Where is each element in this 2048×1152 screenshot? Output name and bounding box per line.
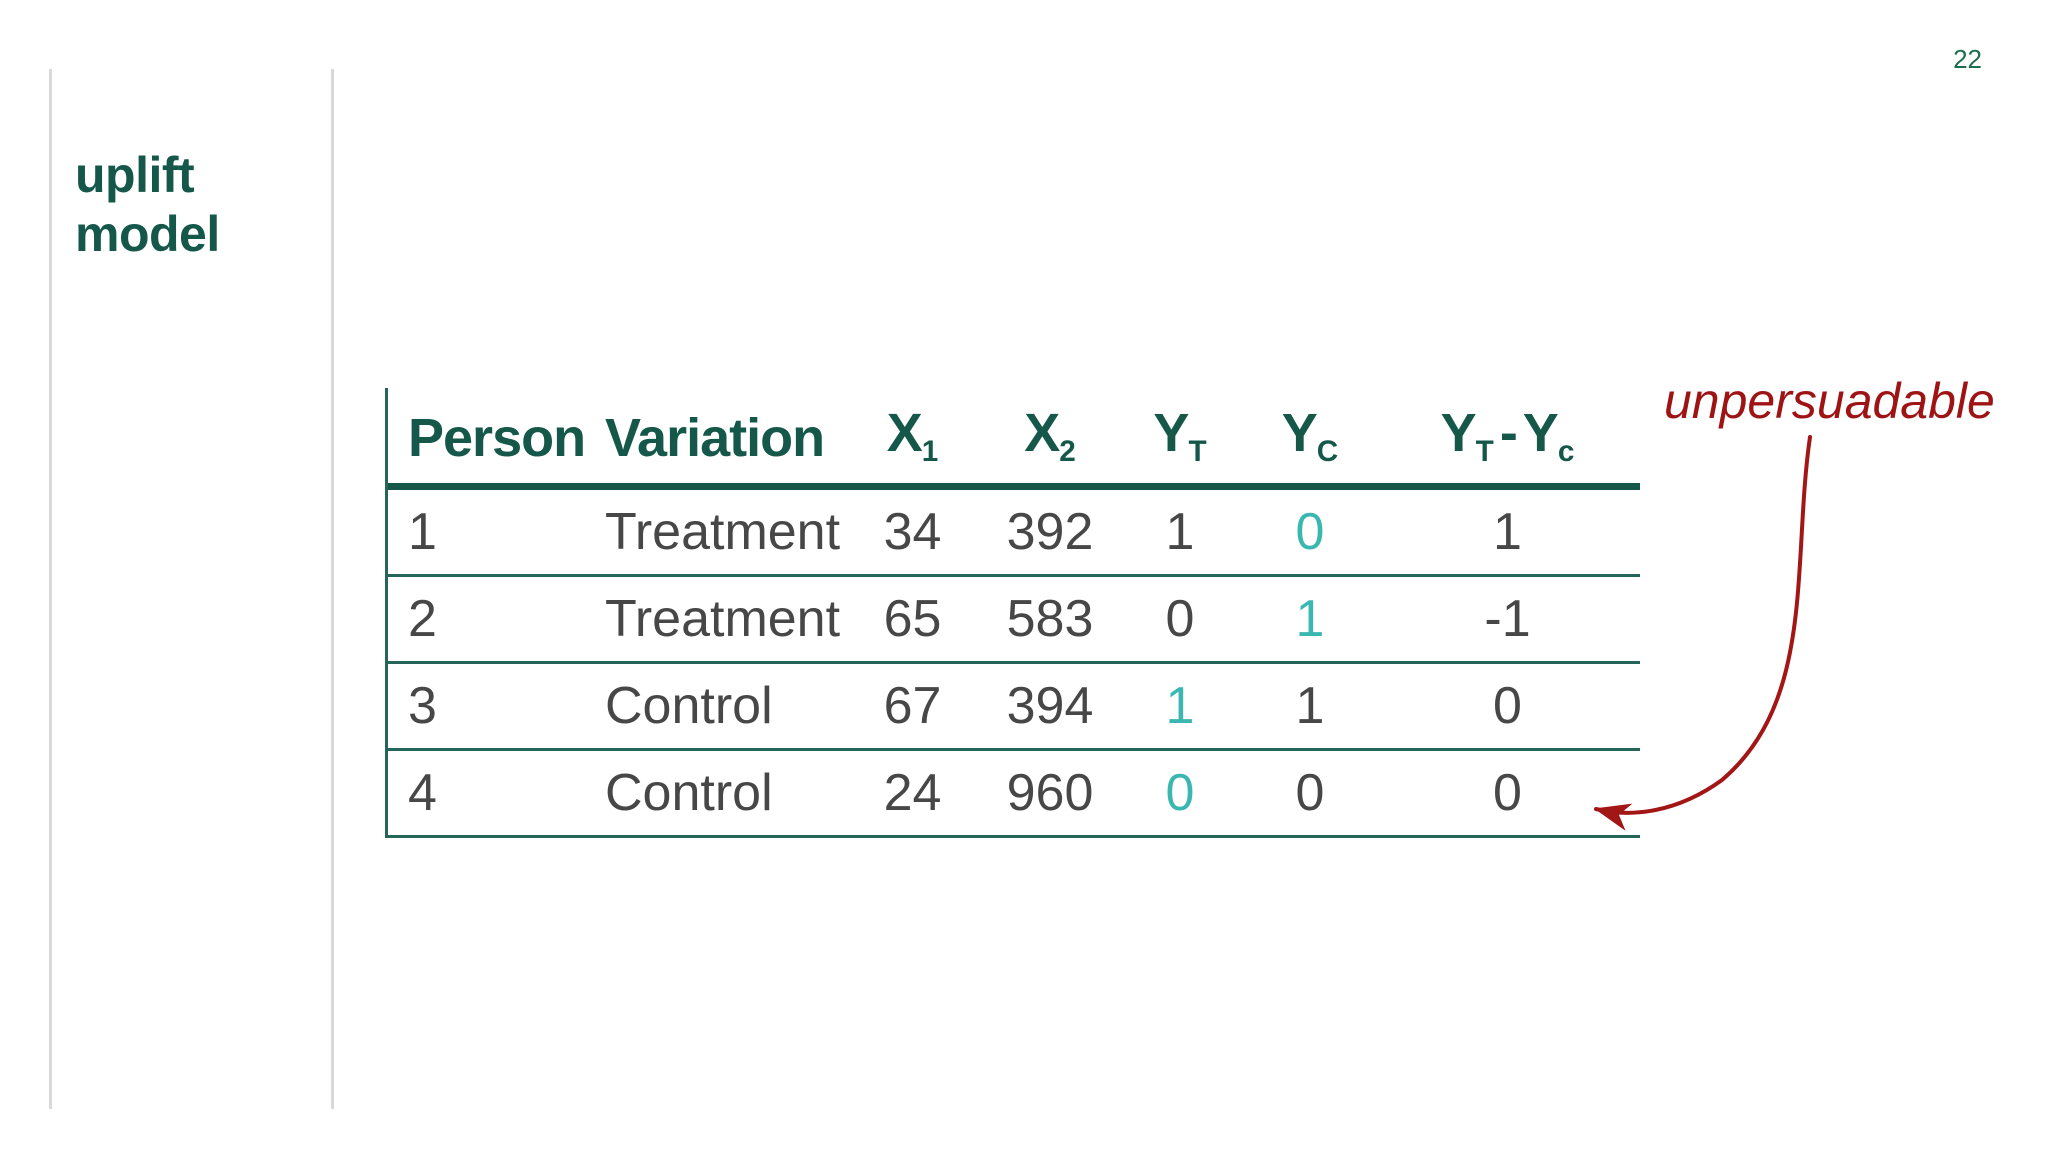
table-cell: 3 — [408, 677, 437, 735]
table-cell: 960 — [1006, 764, 1094, 822]
column-header: YT - Yc — [1375, 402, 1640, 483]
column-header: Person — [388, 407, 586, 483]
table-cell: Treatment — [605, 590, 841, 648]
column-header: X1 — [840, 402, 985, 483]
table-cell: 0 — [1493, 677, 1522, 735]
table-cell: 0 — [1295, 503, 1325, 561]
left-margin-line — [49, 69, 52, 1109]
header-text: Y — [1153, 403, 1189, 464]
table-cell: Treatment — [605, 503, 841, 561]
table-cell: 0 — [1295, 764, 1325, 822]
title-line-2: model — [75, 206, 220, 262]
table-cell: 1 — [1493, 503, 1522, 561]
annotation-label: unpersuadable — [1664, 373, 1995, 429]
table-cell: 583 — [1006, 590, 1094, 648]
header-text: Variation — [605, 408, 825, 468]
table-cell: 67 — [883, 677, 942, 735]
table-row: 3 Control 67 394 1 1 0 — [388, 664, 1640, 751]
table-cell: 1 — [1165, 503, 1195, 561]
header-text: Y — [1281, 403, 1318, 464]
header-subscript: T — [1188, 435, 1207, 468]
table-cell: 2 — [408, 590, 437, 648]
header-subscript: T — [1475, 435, 1494, 468]
table-cell: Control — [605, 764, 773, 822]
title-divider-line — [331, 69, 334, 1109]
table-row: 1 Treatment 34 392 1 0 1 — [388, 490, 1640, 577]
page-number: 22 — [1953, 44, 1982, 74]
table-cell: 0 — [1493, 764, 1522, 822]
header-text: X — [886, 403, 923, 464]
table-cell: 1 — [408, 503, 437, 561]
slide-title: uplift model — [75, 146, 220, 264]
header-subscript: 1 — [921, 435, 939, 468]
table-cell: 34 — [883, 503, 942, 561]
table-cell: -1 — [1484, 590, 1531, 648]
table-cell: 0 — [1165, 764, 1195, 822]
table-cell: 24 — [883, 764, 942, 822]
header-subscript: 2 — [1059, 435, 1076, 468]
table-row: 4 Control 24 960 0 0 0 — [388, 751, 1640, 838]
column-header: X2 — [985, 402, 1115, 483]
column-header: YT — [1115, 402, 1245, 483]
header-text: Person — [408, 408, 586, 468]
column-header: Variation — [585, 407, 840, 483]
table-header-row: Person Variation X1 X2 YT YC YT - Yc — [388, 388, 1640, 490]
table-cell: 1 — [1165, 677, 1195, 735]
table-row: 2 Treatment 65 583 0 1 -1 — [388, 577, 1640, 664]
table-body: 1 Treatment 34 392 1 0 1 2 Treatment 65 583 0 1 -1 3 Co… — [388, 490, 1640, 838]
column-header: YC — [1245, 402, 1375, 483]
table-cell: 1 — [1295, 590, 1325, 648]
header-subscript: C — [1316, 435, 1339, 468]
table-cell: 394 — [1006, 677, 1094, 735]
table-cell: 65 — [883, 590, 942, 648]
header-subscript: c — [1557, 435, 1575, 468]
header-text: - — [1499, 403, 1518, 464]
header-text: X — [1024, 403, 1060, 464]
header-text: Y — [1522, 403, 1559, 464]
title-line-1: uplift — [75, 147, 195, 203]
table-cell: Control — [605, 677, 773, 735]
table-cell: 1 — [1295, 677, 1325, 735]
table-cell: 392 — [1006, 503, 1094, 561]
table-cell: 4 — [408, 764, 437, 822]
header-text: Y — [1440, 403, 1477, 464]
table-cell: 0 — [1165, 590, 1195, 648]
uplift-table: Person Variation X1 X2 YT YC YT - Yc 1 Treatment 3… — [385, 388, 1640, 838]
